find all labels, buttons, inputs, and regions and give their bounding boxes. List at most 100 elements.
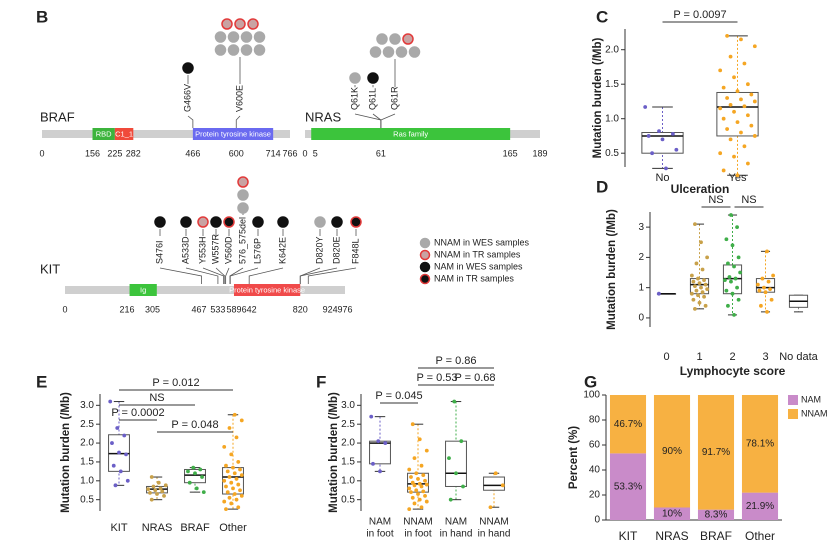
data-point bbox=[186, 469, 190, 474]
legend-swatch bbox=[419, 273, 431, 285]
value-label: 91.7% bbox=[702, 447, 730, 458]
x-tick-label: NRAS bbox=[142, 522, 173, 534]
data-point bbox=[493, 471, 498, 476]
gene-name: BRAF bbox=[40, 109, 75, 124]
data-point bbox=[414, 471, 419, 476]
mutation-dot bbox=[227, 44, 240, 56]
legend-swatch bbox=[419, 261, 431, 273]
value-label: 10% bbox=[662, 508, 682, 519]
data-point bbox=[224, 484, 228, 489]
mutation-dot bbox=[376, 33, 388, 45]
data-point bbox=[108, 399, 113, 404]
mutation-connector bbox=[380, 113, 396, 128]
data-point bbox=[229, 501, 234, 506]
data-point bbox=[412, 456, 417, 461]
data-point bbox=[745, 82, 750, 87]
comparison-label: P = 0.68 bbox=[454, 372, 495, 384]
mutation-connector bbox=[235, 115, 241, 128]
data-point bbox=[735, 89, 740, 93]
x-tick-label: NAM bbox=[445, 517, 467, 528]
data-point bbox=[225, 490, 230, 495]
box bbox=[716, 91, 759, 137]
position-tick-label: 0 bbox=[39, 148, 44, 158]
mutation-dot bbox=[253, 31, 266, 43]
data-point bbox=[762, 285, 766, 290]
data-point bbox=[727, 275, 732, 279]
position-tick-label: 533 bbox=[210, 304, 225, 314]
mutation-label: L576P bbox=[252, 238, 262, 264]
data-point bbox=[412, 483, 417, 488]
data-point bbox=[749, 123, 754, 128]
mutation-label: V600E bbox=[234, 85, 244, 112]
data-point bbox=[407, 486, 412, 491]
value-label: 46.7% bbox=[614, 419, 642, 430]
data-point bbox=[118, 469, 123, 474]
y-tick-label: 3.0 bbox=[80, 400, 94, 411]
mutation-dot bbox=[349, 72, 361, 84]
position-tick-label: 165 bbox=[503, 148, 518, 158]
mutation-dot bbox=[214, 44, 227, 56]
domain-label: RBD bbox=[96, 129, 112, 138]
mutation-dot bbox=[369, 46, 382, 58]
domain-label: Protein tyrosine kinase bbox=[229, 285, 305, 294]
value-label: 53.3% bbox=[614, 481, 642, 492]
data-point bbox=[693, 284, 697, 289]
position-tick-label: 642 bbox=[242, 304, 257, 314]
mutation-dot bbox=[237, 176, 249, 188]
mutation-dot bbox=[277, 216, 289, 228]
position-tick-label: 225 bbox=[107, 148, 122, 158]
mutation-dot bbox=[214, 31, 227, 43]
x-tick-label: in hand bbox=[440, 529, 473, 540]
box bbox=[184, 468, 206, 484]
mutation-dot bbox=[350, 216, 362, 228]
comparison-label: NS bbox=[149, 392, 164, 404]
mutation-dot bbox=[240, 44, 253, 56]
x-tick-label: BRAF bbox=[700, 529, 732, 543]
data-point bbox=[148, 490, 152, 495]
data-point bbox=[424, 482, 429, 487]
data-point bbox=[419, 484, 424, 489]
data-point bbox=[414, 488, 419, 493]
mutation-dot bbox=[367, 72, 379, 84]
data-point bbox=[703, 282, 708, 287]
mutation-dot bbox=[247, 18, 259, 30]
y-tick-label: 2.0 bbox=[341, 438, 355, 449]
x-tick-label: Other bbox=[219, 522, 247, 534]
position-tick-label: 61 bbox=[376, 148, 386, 158]
data-point bbox=[703, 303, 708, 308]
data-point bbox=[378, 469, 382, 474]
data-point bbox=[371, 461, 375, 466]
mutation-dot bbox=[408, 46, 421, 58]
position-tick-label: 467 bbox=[191, 304, 206, 314]
data-point bbox=[124, 452, 128, 457]
mutation-label: D820Y bbox=[314, 236, 324, 264]
x-tick-label: in foot bbox=[404, 529, 431, 540]
legend-label: NNAM bbox=[801, 408, 828, 418]
gene-bar bbox=[65, 286, 345, 294]
data-point bbox=[234, 477, 239, 481]
comparison-label: P = 0.012 bbox=[152, 377, 199, 389]
mutation-dot bbox=[234, 18, 246, 30]
x-tick-label: 0 bbox=[663, 351, 669, 363]
gene-bar bbox=[42, 130, 290, 138]
data-point bbox=[231, 486, 235, 491]
mutation-label: G466V bbox=[182, 84, 192, 112]
data-point bbox=[699, 240, 703, 245]
bar-segment bbox=[741, 395, 779, 493]
data-point bbox=[725, 34, 730, 38]
data-point bbox=[232, 471, 237, 476]
data-point bbox=[732, 109, 736, 114]
mutation-dot bbox=[223, 216, 235, 228]
mutation-connector bbox=[299, 267, 338, 284]
data-point bbox=[417, 437, 422, 442]
data-point bbox=[732, 264, 736, 269]
position-tick-label: 766 bbox=[282, 148, 297, 158]
data-point bbox=[674, 147, 679, 152]
data-point bbox=[718, 68, 723, 73]
data-point bbox=[760, 276, 765, 281]
mutation-label: F848L bbox=[350, 238, 360, 264]
data-point bbox=[724, 237, 729, 242]
data-point bbox=[726, 303, 730, 308]
domain-label: Ig bbox=[140, 285, 146, 294]
data-point bbox=[110, 441, 114, 445]
